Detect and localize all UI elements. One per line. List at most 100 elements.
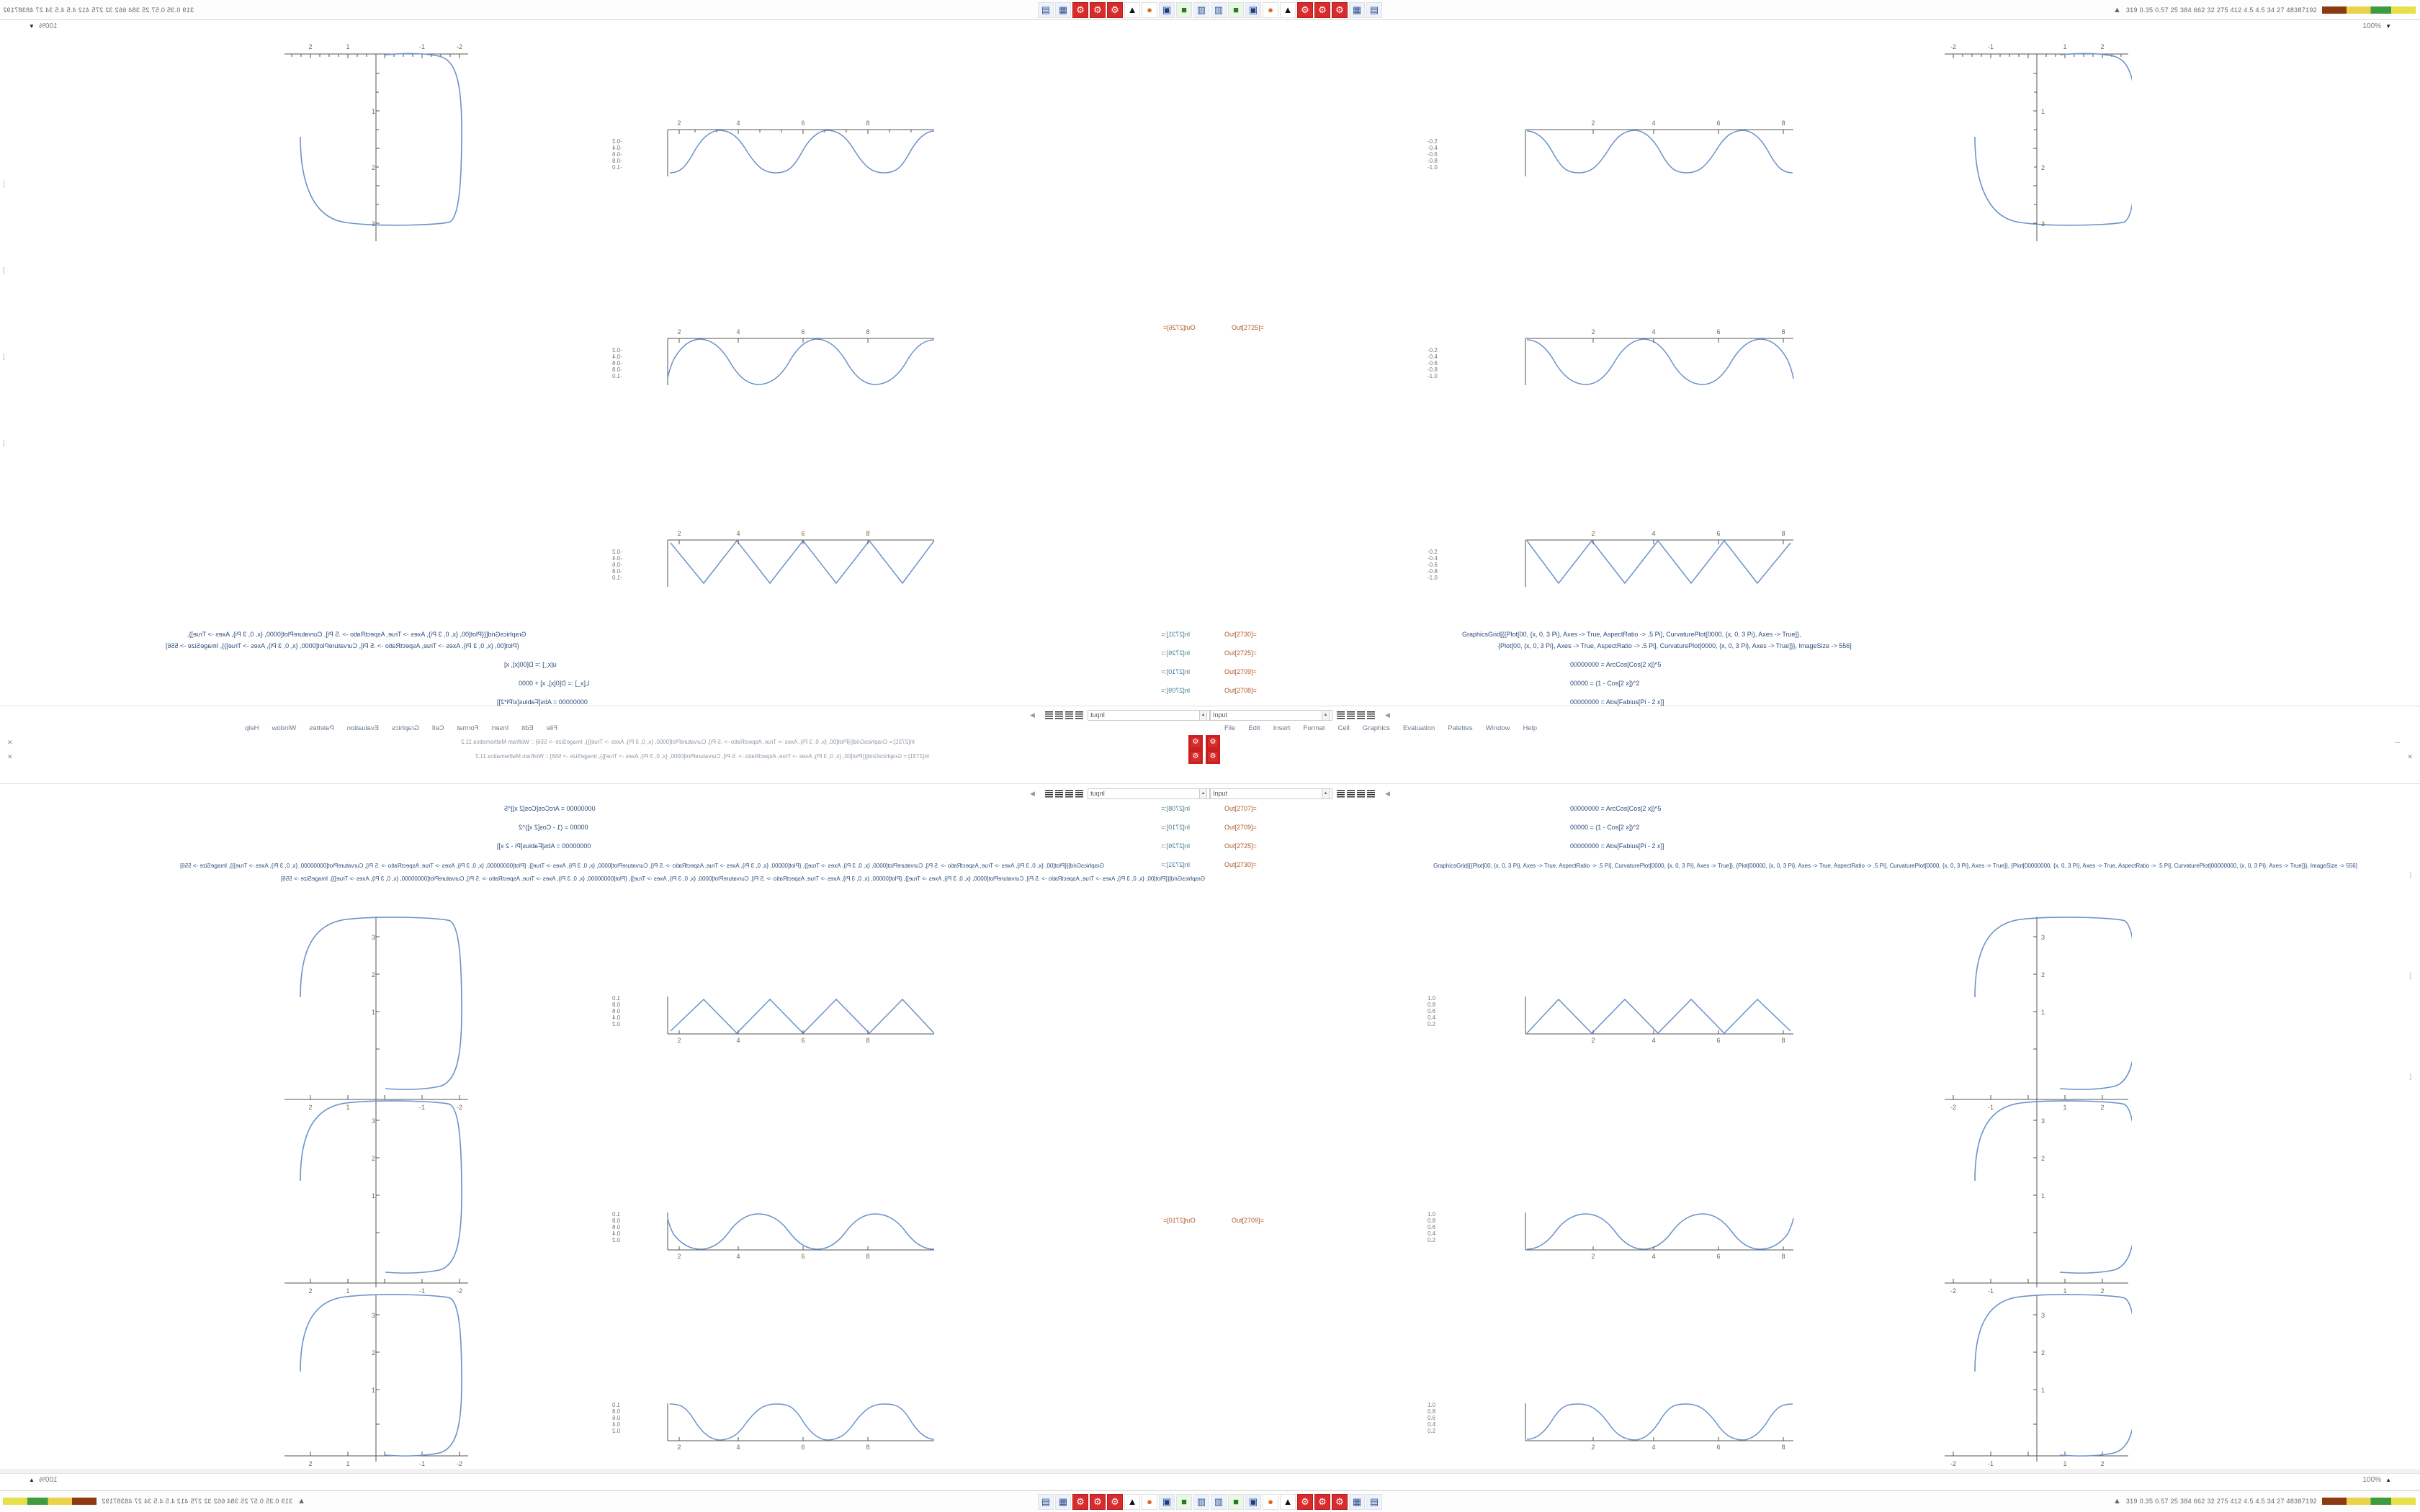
align-center-icon[interactable]	[1055, 789, 1063, 798]
image-viewer-icon[interactable]: ▲	[1280, 1493, 1296, 1510]
zoom-control-right[interactable]: 100% ▼	[2363, 22, 2392, 30]
window-minimize-icon[interactable]: ─	[2395, 739, 2400, 746]
image-viewer-icon[interactable]: ▲	[1280, 1, 1296, 18]
style-select-left[interactable]: ▲ Input	[1088, 709, 1210, 721]
code-line-left-2[interactable]: u[x_] := D[00[x], x]	[504, 661, 557, 668]
code-line-b-left-3[interactable]: GraphicsGrid[{{Plot[00, {x, 0, 3 Pi}, Ax…	[180, 863, 1104, 869]
settings-gear-icon[interactable]: ⚙	[1332, 1493, 1348, 1510]
code-line-right-4[interactable]: 00000000 = Abs[Fabius[Pi - 2 x]]	[1570, 698, 1664, 706]
zoom-control-right-bottom[interactable]: 100% ▲	[2363, 1476, 2392, 1484]
chart-abs-fabius-wave-3[interactable]: 8 6 4 2 1.0 0.8 0.6 0.4 0.2	[612, 1400, 940, 1451]
code-line-left-0[interactable]: GraphicsGrid[{{Plot[00, {x, 0, 3 Pi}, Ax…	[187, 631, 526, 638]
mathematica-notebook-icon[interactable]: ▥	[1193, 1493, 1209, 1510]
align-left-icon[interactable]	[1045, 711, 1053, 719]
mathematica-kernel-icon[interactable]: ▤	[1038, 1, 1054, 18]
chart-fabius-curvature-7[interactable]: -2 -1 1 2 3 2 1	[1937, 1094, 2132, 1303]
mathematica-notebook-icon[interactable]: ▥	[1211, 1, 1227, 18]
mathematica-kernel-icon[interactable]: ▤	[1366, 1, 1382, 18]
code-line-b-left-1[interactable]: 00000 = (1 - Cos[2 x])^2	[519, 824, 588, 831]
code-line-right-0[interactable]: GraphicsGrid[{{Plot[00, {x, 0, 3 Pi}, Ax…	[1462, 631, 1801, 638]
align-right-icon[interactable]	[1357, 711, 1365, 719]
calculator-icon[interactable]: ▦	[1055, 1493, 1071, 1510]
image-viewer-icon[interactable]: ▲	[1124, 1, 1140, 18]
menu-item-evaluation[interactable]: Evaluation	[346, 724, 380, 732]
chart-fabius-curvature-1[interactable]: -2 -1 1 2 1 2 3	[281, 36, 475, 245]
calculator-icon[interactable]: ▦	[1349, 1, 1365, 18]
mathematica-notebook-icon[interactable]: ▥	[1211, 1493, 1227, 1510]
nav-next-button[interactable]: ▶	[1030, 711, 1035, 719]
code-line-left-4[interactable]: 00000000 = Abs[Fabius[x/Pi*2]]	[497, 698, 588, 706]
settings-gear-icon[interactable]: ⚙	[1107, 1, 1123, 18]
stepper-icon[interactable]: ▲	[1199, 788, 1207, 799]
stepper-icon[interactable]: ▲	[1322, 709, 1330, 721]
settings-gear-icon[interactable]: ⚙	[1332, 1, 1348, 18]
chart-arccos-cos-wave-1[interactable]: 8 6 4 2 -0.2 -0.4 -0.6 -0.8 -1.0	[612, 324, 940, 389]
menu-item-insert[interactable]: Insert	[1273, 724, 1291, 732]
chrome-browser-icon[interactable]: ●	[1263, 1, 1278, 18]
code-line-b-left-0[interactable]: 00000000 = ArcCos[Cos[2 x]]^5	[504, 805, 596, 812]
settings-gear-icon[interactable]: ⚙	[1206, 750, 1220, 764]
align-justify-icon[interactable]	[1367, 789, 1375, 798]
settings-gear-icon[interactable]: ⚙	[1297, 1493, 1313, 1510]
floppy-save-icon[interactable]: ▣	[1245, 1493, 1261, 1510]
mathematica-kernel-icon[interactable]: ▤	[1038, 1493, 1054, 1510]
code-line-b-right-3[interactable]: GraphicsGrid[{{Plot[00, {x, 0, 3 Pi}, Ax…	[1433, 863, 2357, 869]
code-line-left-1[interactable]: {Plot[00, {x, 0, 3 Pi}, Axes -> True, As…	[166, 642, 519, 649]
nav-next-button[interactable]: ▶	[1030, 789, 1035, 797]
terminal-icon[interactable]: ■	[1228, 1493, 1244, 1510]
menu-item-format[interactable]: Format	[457, 724, 479, 732]
code-line-right-2[interactable]: 00000000 = ArcCos[Cos[2 x]]^5	[1570, 661, 1662, 668]
mathematica-kernel-icon[interactable]: ▤	[1366, 1493, 1382, 1510]
settings-gear-icon[interactable]: ⚙	[1090, 1493, 1106, 1510]
code-line-left-3[interactable]: L[x_] := D[0[x], x] + 0000	[519, 680, 590, 687]
chart-fabius-curvature-6[interactable]: -2 -1 1 2 3 2 1	[1937, 911, 2132, 1120]
chart-triangle-wave-2[interactable]: 2 4 6 8 -0.2 -0.4 -0.6 -0.8 -1.0	[1428, 526, 1797, 590]
chevron-down-icon[interactable]: ▼	[29, 23, 35, 30]
zoom-control-left-bottom[interactable]: 100% ▲	[29, 1476, 58, 1484]
chevron-up-icon[interactable]: ▲	[2385, 1477, 2391, 1483]
chevron-up-icon[interactable]: ▲	[2112, 6, 2121, 14]
code-line-b-left-4[interactable]: GraphicsGrid[{{Plot[00, {x, 0, 3 Pi}, Ax…	[281, 876, 1205, 882]
terminal-icon[interactable]: ■	[1176, 1, 1192, 18]
align-justify-icon[interactable]	[1075, 789, 1083, 798]
chart-abs-fabius-wave-1[interactable]: 8 6 4 2 -0.2 -0.4 -0.6 -0.8 -1.0	[612, 115, 940, 180]
terminal-icon[interactable]: ■	[1176, 1493, 1192, 1510]
menubar-left-mirrored[interactable]: File Edit Insert Format Cell Graphics Evaluati…	[245, 724, 557, 732]
chrome-browser-icon[interactable]: ●	[1142, 1, 1157, 18]
toolbar-band-bottom[interactable]: ▶ ▲ Input Input ▲ ◀	[0, 785, 2420, 802]
chart-fabius-curvature-3[interactable]: -2 -1 1 2 3 2 1	[281, 911, 475, 1120]
notebook-window-top[interactable]: [[ [[	[0, 36, 2420, 706]
notebook-chrome-band[interactable]: ▶ ▲ Input Input ▲ ◀	[0, 706, 2420, 785]
style-select-left[interactable]: ▲ Input	[1088, 788, 1210, 799]
menu-item-graphics[interactable]: Graphics	[1362, 724, 1390, 732]
align-buttons-left-mirrored[interactable]	[1045, 711, 1083, 719]
nav-prev-button[interactable]: ◀	[1385, 711, 1390, 719]
settings-gear-icon[interactable]: ⚙	[1072, 1, 1088, 18]
align-buttons-left-mirrored[interactable]	[1045, 789, 1083, 798]
align-buttons-right[interactable]	[1337, 789, 1375, 798]
floppy-save-icon[interactable]: ▣	[1245, 1, 1261, 18]
menu-item-file[interactable]: File	[546, 724, 557, 732]
chart-arccos-cos-wave-3[interactable]: 8 6 4 2 1.0 0.8 0.6 0.4 0.2	[612, 1210, 940, 1260]
settings-gear-icon[interactable]: ⚙	[1072, 1493, 1088, 1510]
window-close-icon[interactable]: ✕	[2407, 753, 2413, 760]
stepper-icon[interactable]: ▲	[1322, 788, 1330, 799]
taskbar-top-icon-group[interactable]: ▤ ▦ ⚙ ⚙ ⚙ ▲ ● ▣ ■ ▥ ▥ ■ ▣ ● ▲ ⚙ ⚙ ⚙ ▦ ▤	[1038, 1, 1382, 18]
taskbar-bottom-icon-group[interactable]: ▤ ▦ ⚙ ⚙ ⚙ ▲ ● ▣ ■ ▥ ▥ ■ ▣ ● ▲ ⚙ ⚙ ⚙ ▦ ▤	[1038, 1493, 1382, 1510]
floppy-save-icon[interactable]: ▣	[1159, 1, 1175, 18]
menu-item-format[interactable]: Format	[1303, 724, 1325, 732]
chevron-down-icon[interactable]: ▼	[2385, 23, 2391, 30]
settings-gear-icon[interactable]: ⚙	[1297, 1, 1313, 18]
menu-item-help[interactable]: Help	[245, 724, 259, 732]
settings-gear-icon[interactable]: ⚙	[1314, 1493, 1330, 1510]
menu-item-insert[interactable]: Insert	[491, 724, 509, 732]
menu-item-palettes[interactable]: Palettes	[309, 724, 334, 732]
chevron-up-icon[interactable]: ▲	[2112, 1497, 2121, 1506]
code-line-b-right-1[interactable]: 00000 = (1 - Cos[2 x])^2	[1570, 824, 1640, 831]
chart-fabius-curvature-4[interactable]: -2 -1 1 2 3 2 1	[281, 1094, 475, 1303]
chart-triangle-wave-3[interactable]: 8 6 4 2 1.0 0.8 0.6 0.4 0.2	[612, 994, 940, 1044]
settings-gear-icon[interactable]: ⚙	[1090, 1, 1106, 18]
code-line-right-1[interactable]: {Plot[00, {x, 0, 3 Pi}, Axes -> True, As…	[1498, 642, 1852, 649]
chart-triangle-wave-4[interactable]: 2 4 6 8 1.0 0.8 0.6 0.4 0.2	[1428, 994, 1797, 1044]
chevron-up-icon[interactable]: ▲	[297, 1497, 306, 1506]
